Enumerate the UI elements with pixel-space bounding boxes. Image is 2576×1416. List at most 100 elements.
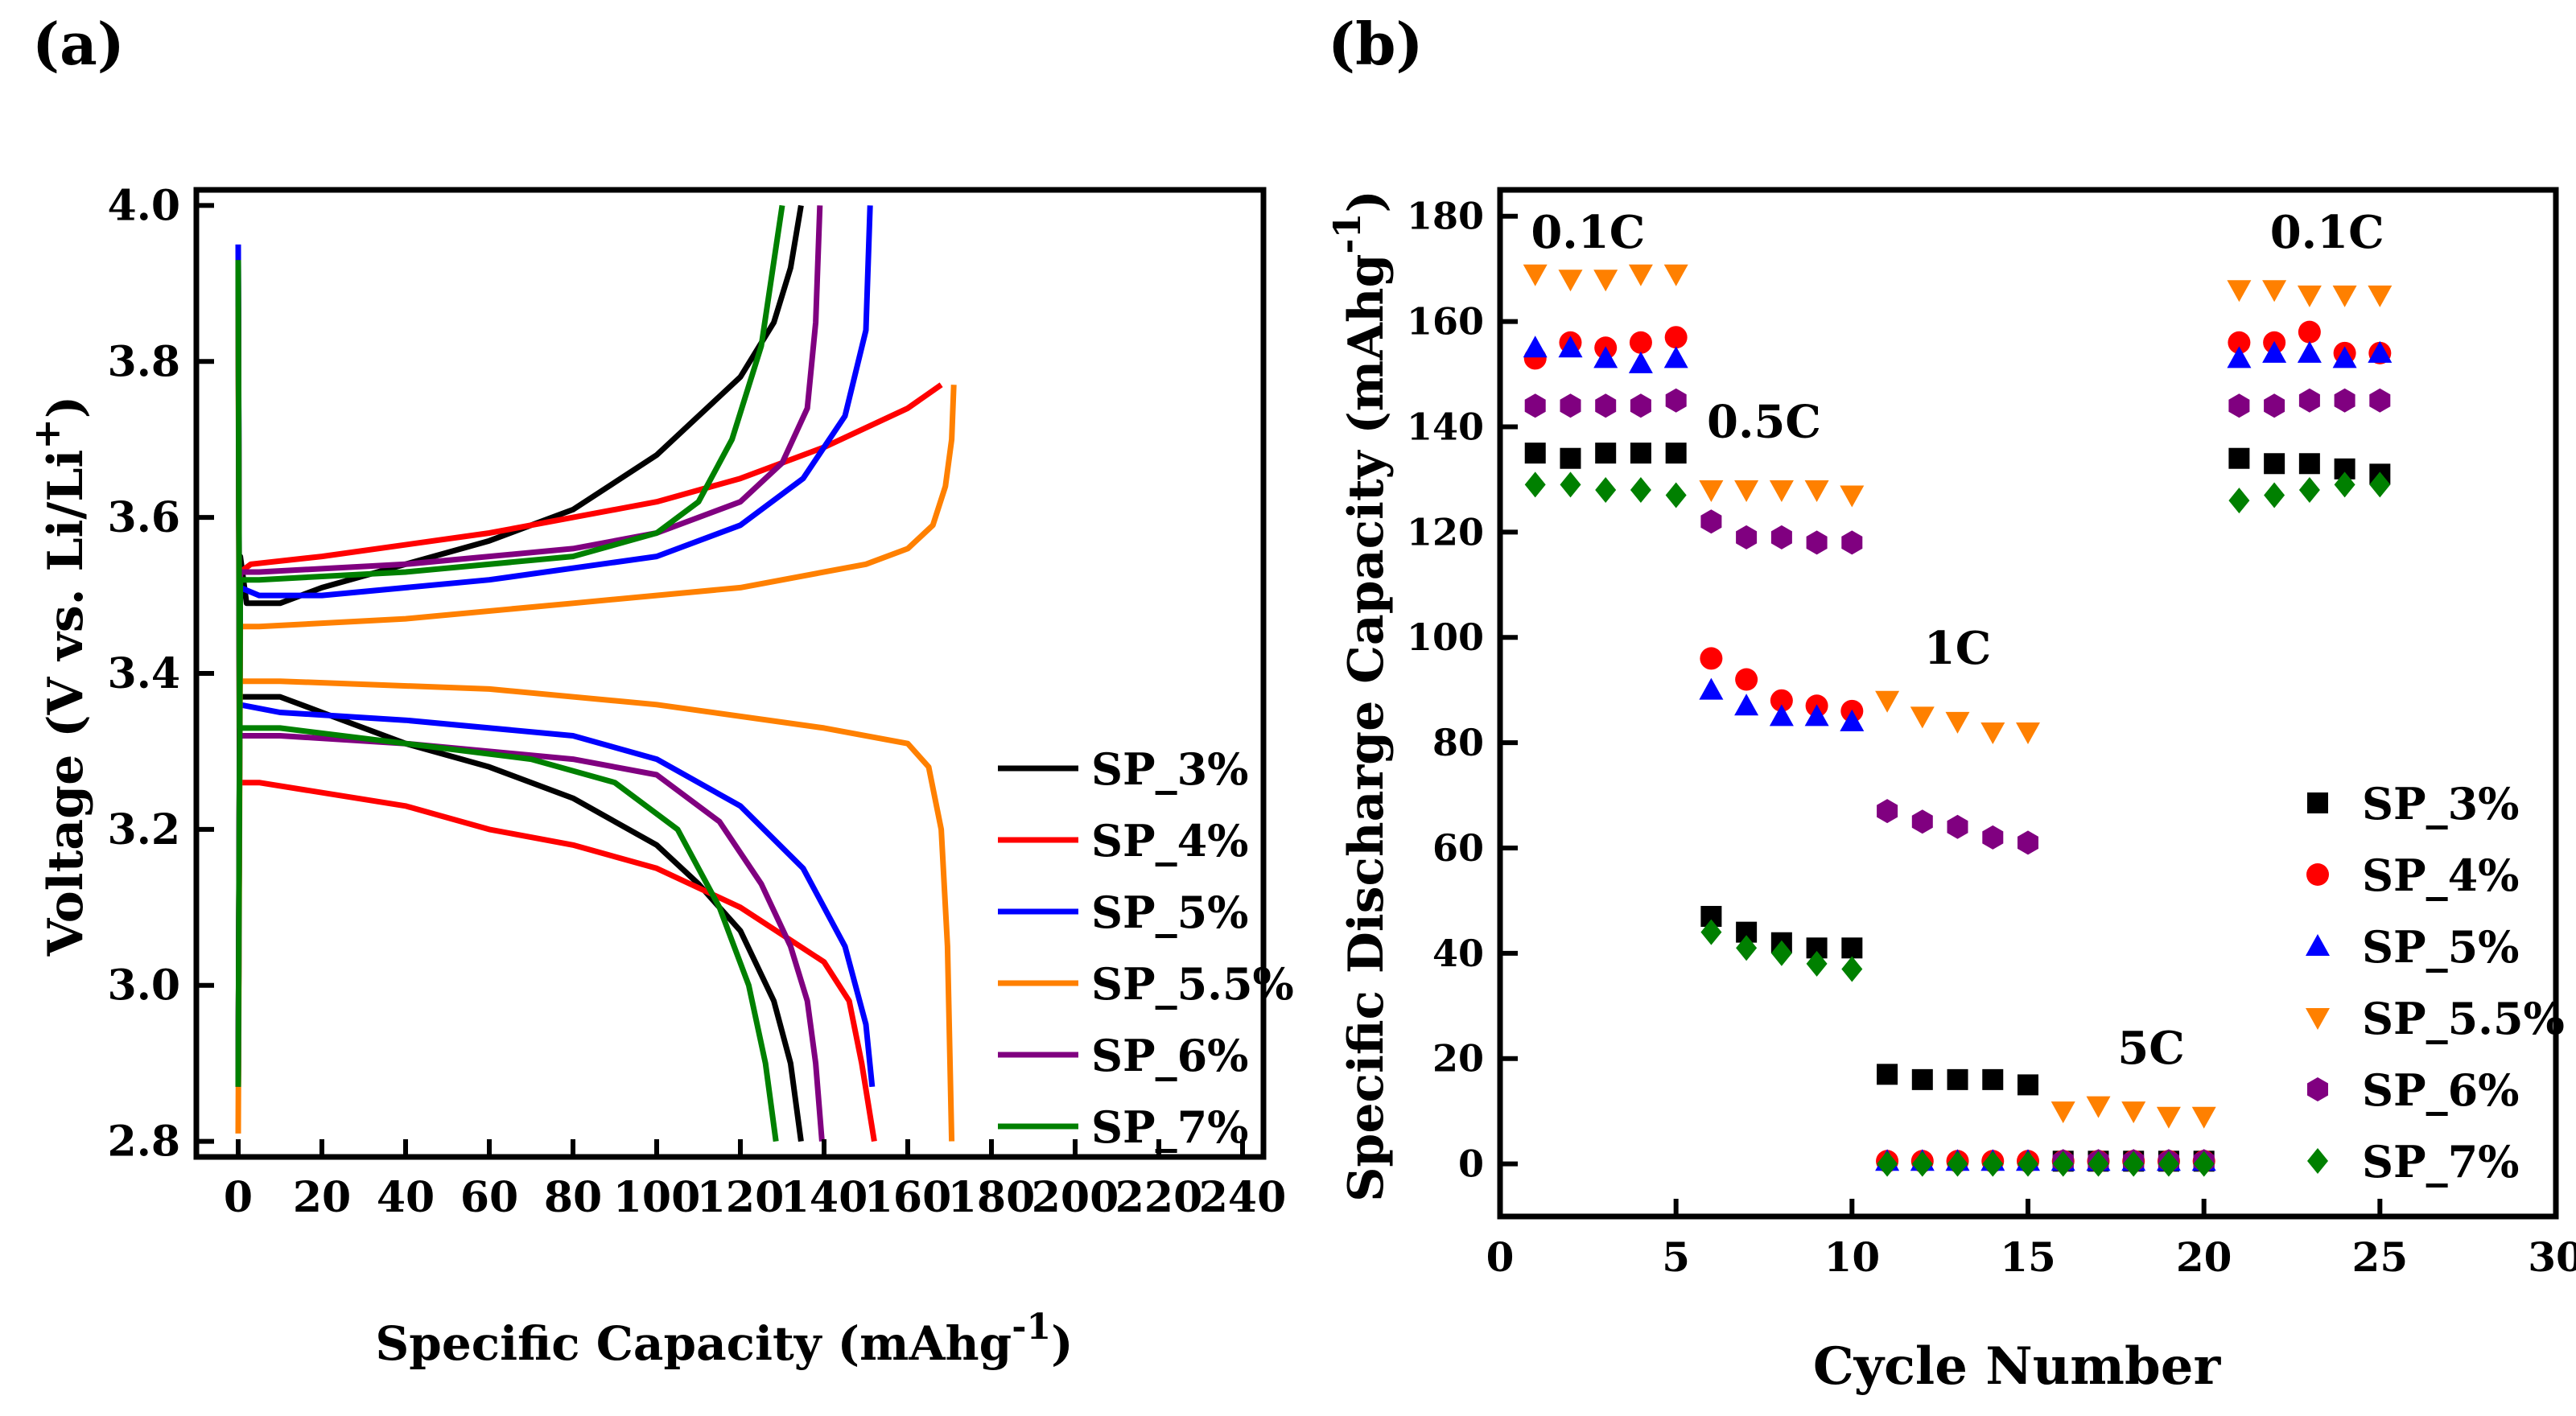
x-tick-label-b: 25 [2352, 1233, 2409, 1281]
point-sp-3pct [1982, 1068, 2004, 1090]
x-axis-label-b: Cycle Number [1813, 1336, 2222, 1397]
point-sp-3pct [2018, 1074, 2038, 1096]
point-sp-7pct [2334, 471, 2355, 498]
legend-b-label-sp-7pct: SP_7% [2362, 1136, 2520, 1188]
point-sp-6pct [1911, 809, 1933, 834]
point-sp-5-5pct [1593, 270, 1618, 292]
point-sp-3pct [2228, 447, 2250, 469]
y-tick-label-a: 3.6 [108, 493, 180, 542]
x-tick-label-b: 20 [2176, 1233, 2232, 1281]
point-sp-5-5pct [1734, 480, 1759, 502]
point-sp-3pct [1947, 1068, 1968, 1090]
point-sp-4pct [1700, 647, 1723, 670]
point-sp-7pct [1700, 919, 1722, 945]
point-sp-4pct [1629, 331, 1652, 354]
y-tick-label-b: 20 [1432, 1037, 1484, 1081]
y-tick-label-b: 0 [1458, 1142, 1484, 1186]
point-sp-7pct [2158, 1150, 2179, 1177]
x-tick-label-a: 80 [544, 1173, 602, 1222]
legend-b-label-sp-5pct: SP_5% [2362, 921, 2520, 973]
point-sp-3pct [2298, 453, 2320, 475]
y-axis-ticks-a: 2.8 3.0 3.2 3.4 3.6 3.8 4.0 [108, 181, 214, 1167]
point-sp-5pct [1804, 704, 1829, 727]
point-sp-6pct [1700, 509, 1722, 534]
point-sp-6pct [1736, 525, 1758, 550]
x-tick-label-b: 30 [2528, 1233, 2576, 1281]
point-sp-5-5pct [1558, 270, 1583, 292]
x-tick-label-b: 5 [1662, 1233, 1690, 1281]
y-tick-label-a: 3.8 [108, 337, 180, 386]
point-sp-7pct [2123, 1150, 2145, 1177]
legend-a-label-sp-3pct: SP_3% [1091, 743, 1249, 795]
x-tick-label-a: 180 [948, 1173, 1036, 1222]
point-sp-5-5pct [2262, 280, 2287, 303]
point-sp-7pct [1841, 956, 1863, 982]
point-sp-5-5pct [2156, 1106, 2181, 1129]
rate-label: 5C [2117, 1022, 2185, 1075]
legend-a: SP_3% SP_4% SP_5% SP_5.5% SP_6% SP_7% [998, 743, 1294, 1153]
voltage-capacity-chart: 2.8 3.0 3.2 3.4 3.6 3.8 4.0 0 20 40 60 80 100120140… [25, 181, 1294, 1371]
point-sp-7pct [1982, 1150, 2004, 1177]
point-sp-5-5pct [1628, 264, 1653, 286]
point-sp-4pct [2228, 331, 2251, 354]
point-sp-6pct [1770, 525, 1792, 550]
legend-b: SP_3% SP_4% SP_5% SP_5.5% SP_6% SP_7% [2306, 778, 2565, 1188]
rate-annotations: 0.1C 0.5C 1C 5C 0.1C [1531, 206, 2384, 1075]
y-tick-label-b: 180 [1407, 195, 1484, 238]
point-sp-5pct [1699, 677, 1724, 700]
legend-a-label-sp-7pct: SP_7% [1091, 1101, 1249, 1153]
point-sp-7pct [1806, 950, 1828, 977]
point-sp-7pct [1770, 940, 1792, 966]
point-sp-6pct [1806, 530, 1828, 555]
point-sp-5-5pct [1910, 706, 1935, 729]
curve-sp-3pct-charge [235, 204, 804, 1087]
point-sp-5-5pct [2050, 1101, 2075, 1124]
point-sp-7pct [2298, 477, 2320, 503]
point-sp-6pct [1595, 393, 1617, 418]
curve-sp-3pct-discharge [235, 260, 804, 1142]
point-sp-6pct [1841, 530, 1863, 555]
point-sp-5-5pct [2297, 285, 2322, 307]
rate-label: 0.1C [2270, 206, 2384, 259]
y-tick-label-b: 160 [1407, 300, 1484, 344]
point-sp-5-5pct [1945, 711, 1970, 734]
y-tick-label-a: 3.4 [108, 649, 180, 698]
y-axis-label-b: Specific Discharge Capacity (mAhg-1) [1325, 190, 1395, 1202]
legend-b-marker-sp-4pct [2306, 863, 2329, 886]
y-tick-label-b: 40 [1432, 932, 1484, 975]
curve-sp-5-5pct-charge [235, 385, 957, 1134]
y-tick-label-b: 100 [1407, 615, 1484, 659]
point-sp-5-5pct [1663, 264, 1688, 286]
point-sp-5pct [1558, 335, 1583, 358]
legend-b-marker-sp-6pct [2307, 1077, 2328, 1101]
point-sp-5pct [2368, 340, 2393, 363]
point-sp-5pct [1840, 709, 1865, 731]
point-sp-3pct [1841, 937, 1863, 959]
voltage-curves [235, 204, 957, 1142]
point-sp-5pct [2262, 340, 2287, 363]
point-sp-4pct [1770, 689, 1793, 712]
point-sp-5-5pct [1840, 485, 1865, 508]
point-sp-7pct [2193, 1150, 2215, 1177]
rate-label: 1C [1924, 622, 1992, 675]
point-sp-6pct [1877, 799, 1898, 824]
point-sp-7pct [1630, 477, 1651, 503]
point-sp-3pct [1595, 442, 1617, 464]
y-axis-label-a: Voltage (V vs. Li/Li+) [25, 396, 94, 957]
x-tick-label-a: 60 [460, 1173, 518, 1222]
discharge-points [1523, 264, 2393, 1177]
point-sp-4pct [1664, 326, 1688, 349]
curve-sp-6pct-discharge [235, 260, 825, 1142]
x-tick-label-b: 10 [1824, 1233, 1881, 1281]
x-tick-label-a: 0 [224, 1173, 253, 1222]
point-sp-5pct [2297, 340, 2322, 363]
point-sp-7pct [1560, 471, 1581, 498]
point-sp-5-5pct [2227, 280, 2252, 303]
point-sp-5-5pct [1980, 722, 2005, 744]
x-tick-label-b: 0 [1486, 1233, 1515, 1281]
y-tick-label-a: 2.8 [108, 1118, 180, 1167]
y-axis-ticks-b: 0 20 40 60 80 100 120 140 160 180 [1407, 195, 1518, 1186]
point-sp-7pct [1877, 1150, 1898, 1177]
curve-sp-7pct-charge [235, 204, 785, 1087]
